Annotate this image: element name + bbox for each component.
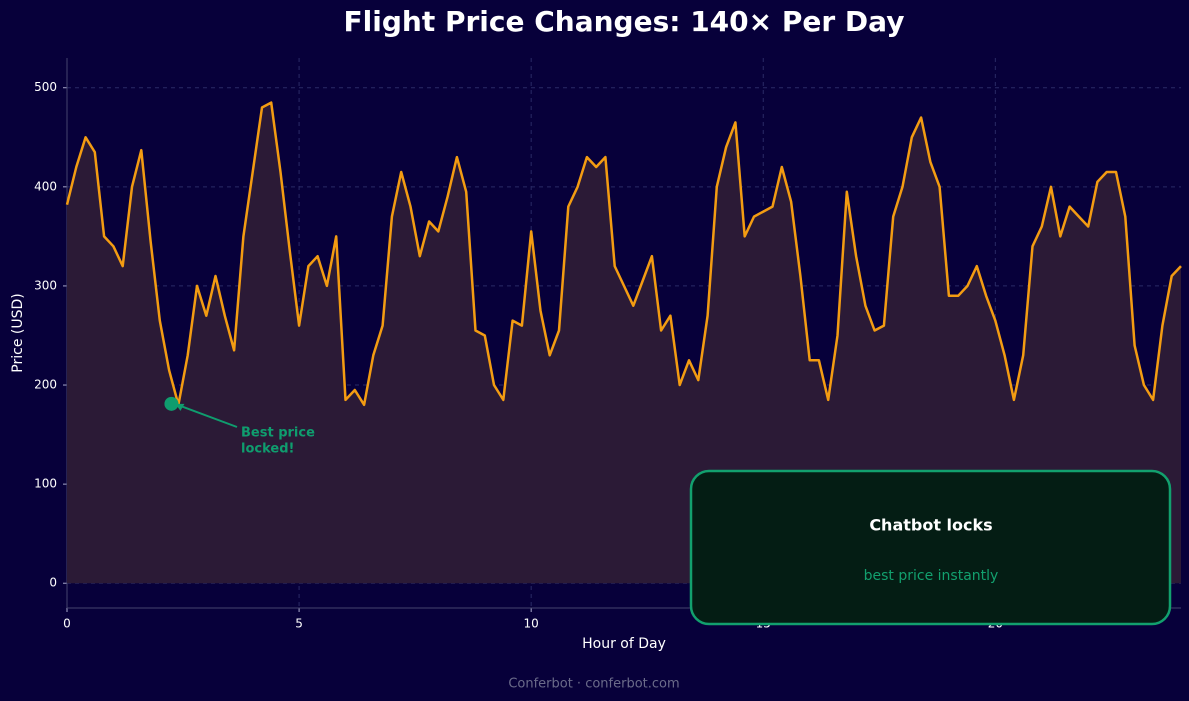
- x-axis-label: Hour of Day: [582, 636, 666, 652]
- chart-title: Flight Price Changes: 140× Per Day: [344, 5, 905, 38]
- x-tick-label: 10: [524, 617, 539, 631]
- x-tick-label: 0: [63, 617, 71, 631]
- y-tick-label: 500: [34, 80, 57, 94]
- x-tick-label: 5: [295, 617, 303, 631]
- y-tick-label: 200: [34, 378, 57, 392]
- callout-box: [689, 469, 1172, 626]
- callout-title: Chatbot locks: [869, 516, 992, 535]
- y-tick-label: 0: [49, 576, 57, 590]
- annotation-text: locked!: [241, 442, 294, 457]
- y-tick-label: 400: [34, 179, 57, 193]
- callout-subtitle: best price instantly: [864, 568, 999, 584]
- annotation-arrow: [177, 403, 238, 428]
- best-price-point: [164, 396, 179, 411]
- y-tick-label: 100: [34, 477, 57, 491]
- y-tick-label: 300: [34, 278, 57, 292]
- price-line: [65, 101, 1182, 407]
- area-fill: [67, 102, 1181, 584]
- y-axis-label: Price (USD): [10, 293, 26, 372]
- footer: Conferbot · conferbot.com: [508, 677, 679, 692]
- annotation-text: Best price: [241, 426, 315, 441]
